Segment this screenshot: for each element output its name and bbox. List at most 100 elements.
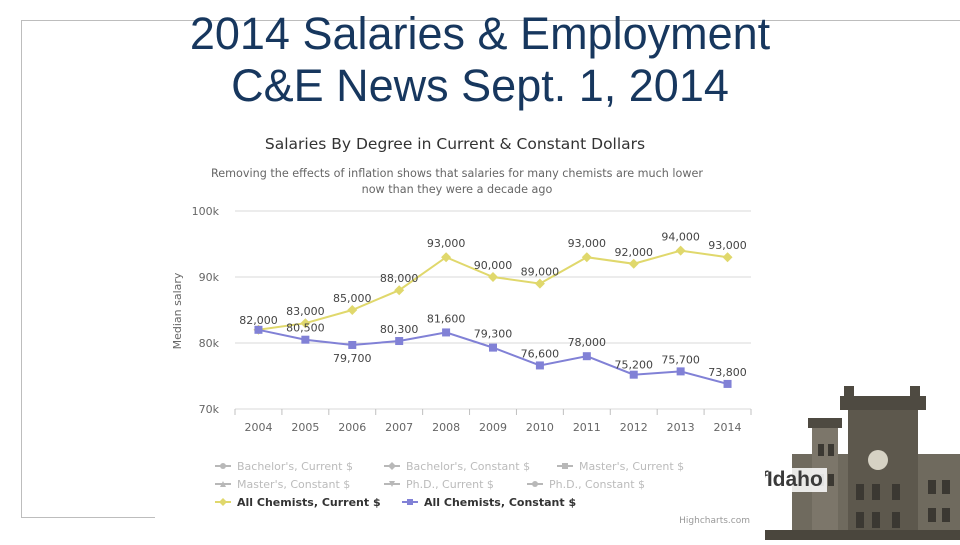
x-tick-label: 2005 [291, 421, 319, 434]
data-label: 93,000 [708, 239, 747, 252]
y-tick-label: 80k [199, 337, 220, 350]
data-point [301, 335, 310, 344]
data-point [488, 272, 498, 282]
legend-marker [219, 498, 227, 506]
x-tick-label: 2012 [620, 421, 648, 434]
slide-title-line-1: 2014 Salaries & Employment [189, 8, 771, 59]
salary-chart-svg: Salaries By Degree in Current & Constant… [171, 135, 752, 526]
data-label: 90,000 [474, 259, 513, 272]
legend-label: Ph.D., Current $ [406, 478, 494, 491]
data-point [675, 245, 686, 256]
chart-title: Salaries By Degree in Current & Constant… [265, 135, 645, 153]
x-tick-label: 2006 [338, 421, 366, 434]
legend-item[interactable]: Bachelor's, Current $ [215, 460, 353, 473]
chart-credits[interactable]: Highcharts.com [679, 516, 750, 526]
slide-title-line-2: C&E News Sept. 1, 2014 [231, 60, 729, 111]
legend-item[interactable]: Ph.D., Constant $ [527, 478, 645, 491]
data-point [394, 285, 405, 296]
x-tick-label: 2013 [667, 421, 695, 434]
legend-marker [388, 462, 396, 470]
data-point [582, 352, 591, 361]
legend-item[interactable]: Master's, Current $ [557, 460, 684, 473]
data-label: 88,000 [380, 272, 419, 285]
data-point [628, 258, 639, 269]
data-label: 83,000 [286, 305, 325, 318]
data-point [535, 361, 544, 370]
legend-marker [220, 463, 226, 469]
legend-label: Master's, Current $ [579, 460, 684, 473]
legend-marker [389, 481, 395, 487]
y-tick-labels: 70k 80k 90k 100k [192, 205, 220, 416]
building-illustration [752, 384, 960, 540]
slide-title: 2014 Salaries & Employment C&E News Sept… [0, 8, 960, 112]
legend-marker [407, 499, 413, 505]
legend-item[interactable]: All Chemists, Constant $ [402, 496, 576, 509]
legend-item[interactable]: Bachelor's, Constant $ [384, 460, 530, 473]
data-point [676, 367, 685, 376]
data-label: 79,700 [333, 352, 372, 365]
data-point [395, 337, 404, 346]
legend-marker [532, 481, 538, 487]
salary-chart: Salaries By Degree in Current & Constant… [155, 125, 765, 540]
x-tick-label: 2004 [244, 421, 272, 434]
x-tick-label: 2007 [385, 421, 413, 434]
campus-building-image [752, 384, 960, 540]
data-point [629, 370, 638, 379]
data-label: 94,000 [661, 231, 700, 244]
data-point [581, 252, 592, 263]
legend-label: All Chemists, Current $ [237, 496, 381, 509]
data-label: 75,700 [661, 353, 700, 366]
data-labels: 82,000 83,000 85,000 88,000 93,000 90,000 89,0… [239, 231, 747, 379]
data-label: 73,800 [708, 366, 747, 379]
data-label: 78,000 [568, 336, 607, 349]
x-tick-label: 2010 [526, 421, 554, 434]
y-tick-label: 90k [199, 271, 220, 284]
legend-label: Master's, Constant $ [237, 478, 350, 491]
chart-subtitle-line-1: Removing the effects of inflation shows … [211, 167, 703, 180]
legend-label: Bachelor's, Constant $ [406, 460, 530, 473]
x-tick-label: 2009 [479, 421, 507, 434]
data-point [347, 305, 358, 315]
series-lines [253, 245, 733, 388]
legend-label: All Chemists, Constant $ [424, 496, 576, 509]
data-label: 82,000 [239, 314, 277, 327]
data-point [300, 318, 311, 329]
x-tick-label: 2011 [573, 421, 601, 434]
data-point [348, 340, 357, 349]
data-label: 92,000 [614, 246, 653, 259]
data-label: 93,000 [427, 237, 466, 250]
data-point [442, 328, 451, 337]
chart-legend: Bachelor's, Current $ Bachelor's, Constan… [215, 460, 684, 509]
data-point [489, 343, 497, 352]
x-tick-label: 2014 [714, 421, 742, 434]
university-logo: fIdaho [757, 468, 827, 492]
y-tick-label: 70k [199, 403, 220, 416]
legend-item[interactable]: Ph.D., Current $ [384, 478, 494, 491]
legend-label: Bachelor's, Current $ [237, 460, 353, 473]
x-tick-labels: 2004 2005 2006 2007 2008 2009 2010 2011 2012 2013… [244, 421, 741, 434]
chart-subtitle-line-2: now than they were a decade ago [362, 183, 553, 196]
legend-item[interactable]: Master's, Constant $ [215, 478, 350, 491]
data-label: 89,000 [521, 266, 560, 279]
data-point [723, 379, 732, 388]
data-label: 81,600 [427, 312, 466, 325]
legend-marker [220, 481, 226, 487]
x-tick-label: 2008 [432, 421, 460, 434]
data-label: 75,200 [614, 359, 653, 372]
data-label: 79,300 [474, 328, 513, 341]
logo-wordmark: Idaho [766, 468, 823, 491]
data-label: 93,000 [568, 237, 607, 250]
y-axis-label: Median salary [171, 272, 184, 349]
y-tick-label: 100k [192, 205, 220, 218]
legend-label: Ph.D., Constant $ [549, 478, 645, 491]
data-label: 76,600 [521, 347, 560, 360]
data-label: 80,300 [380, 323, 419, 336]
data-point [722, 252, 733, 263]
legend-item[interactable]: All Chemists, Current $ [215, 496, 381, 509]
data-label: 80,500 [286, 322, 325, 335]
data-point [534, 278, 545, 289]
data-label: 85,000 [333, 292, 372, 305]
legend-marker [562, 463, 568, 469]
data-point [254, 325, 263, 334]
data-point [441, 252, 452, 263]
